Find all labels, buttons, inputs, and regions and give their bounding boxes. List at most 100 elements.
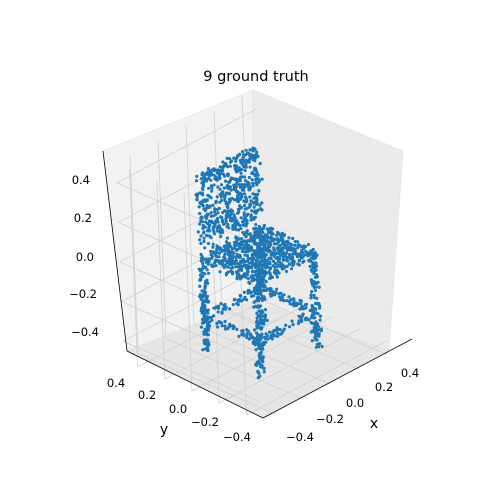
data-point <box>309 330 313 334</box>
data-point <box>243 216 247 220</box>
data-point <box>247 243 251 247</box>
data-point <box>318 304 322 308</box>
data-point <box>313 331 317 335</box>
data-point <box>311 312 315 316</box>
data-point <box>204 310 208 314</box>
data-point <box>230 262 234 267</box>
data-point <box>258 244 262 248</box>
data-point <box>254 254 258 258</box>
data-point <box>204 233 208 237</box>
data-point <box>253 262 257 266</box>
data-point <box>285 239 289 243</box>
data-point <box>261 314 265 318</box>
data-point <box>215 244 219 248</box>
data-point <box>245 219 249 223</box>
data-point <box>285 264 289 268</box>
data-point <box>283 246 287 250</box>
data-point <box>206 299 211 303</box>
data-point <box>261 263 265 267</box>
data-point <box>236 265 240 269</box>
data-point <box>226 249 230 254</box>
data-point <box>232 185 236 189</box>
data-point <box>275 287 279 291</box>
data-point <box>271 227 275 231</box>
data-point <box>268 276 272 280</box>
data-point <box>221 248 225 252</box>
data-point <box>250 275 254 279</box>
data-point <box>236 298 240 302</box>
data-point <box>224 213 228 217</box>
data-point <box>251 146 255 150</box>
data-point <box>206 343 210 348</box>
data-point <box>263 308 268 312</box>
data-point <box>248 185 252 189</box>
data-point <box>245 335 249 339</box>
data-point <box>258 285 262 289</box>
data-point <box>261 226 266 230</box>
data-point <box>239 260 243 264</box>
data-point <box>240 168 244 172</box>
data-point <box>277 271 281 275</box>
data-point <box>203 246 207 250</box>
data-point <box>313 269 317 273</box>
data-point <box>255 276 259 280</box>
data-point <box>228 164 232 168</box>
data-point <box>302 247 306 251</box>
data-point <box>271 239 275 243</box>
data-point <box>266 247 270 251</box>
data-point <box>211 221 215 225</box>
data-point <box>257 340 261 344</box>
data-point <box>247 257 251 261</box>
data-point <box>217 251 222 255</box>
data-point <box>223 161 228 166</box>
data-point <box>246 270 250 274</box>
data-point <box>223 324 227 328</box>
data-point <box>254 169 258 173</box>
data-point <box>257 299 261 303</box>
y-tick-label: 0.0 <box>169 402 187 416</box>
data-point <box>247 261 252 265</box>
data-point <box>262 259 266 263</box>
data-point <box>275 233 279 237</box>
data-point <box>213 223 217 227</box>
data-point <box>257 252 261 256</box>
data-point <box>242 192 246 196</box>
data-point <box>244 241 249 245</box>
data-point <box>215 226 219 230</box>
data-point <box>249 199 253 203</box>
data-point <box>266 230 270 235</box>
data-point <box>220 198 224 202</box>
data-point <box>207 324 212 328</box>
data-point <box>281 253 285 257</box>
data-point <box>308 264 312 268</box>
data-point <box>310 256 314 260</box>
data-point <box>218 270 222 274</box>
data-point <box>247 288 251 293</box>
data-point <box>237 255 241 259</box>
x-tick-label: 0.4 <box>401 366 419 380</box>
data-point <box>200 311 204 315</box>
data-point <box>253 237 257 241</box>
data-point <box>288 245 292 249</box>
data-point <box>309 316 313 320</box>
data-point <box>286 242 290 246</box>
data-point <box>227 192 232 196</box>
data-point <box>247 160 251 164</box>
data-point <box>232 215 236 219</box>
grid-line <box>119 261 257 323</box>
data-point <box>304 249 308 253</box>
data-point <box>239 227 243 231</box>
data-point <box>258 374 262 378</box>
data-point <box>201 261 205 265</box>
data-point <box>199 192 204 196</box>
data-point <box>253 251 258 255</box>
data-point <box>263 233 267 237</box>
data-point <box>311 261 315 265</box>
data-point <box>275 269 279 273</box>
data-point <box>256 321 260 325</box>
data-point <box>228 157 232 161</box>
data-point <box>297 319 301 323</box>
data-point <box>284 269 289 273</box>
x-axis-line <box>262 338 413 419</box>
data-point <box>253 230 257 234</box>
